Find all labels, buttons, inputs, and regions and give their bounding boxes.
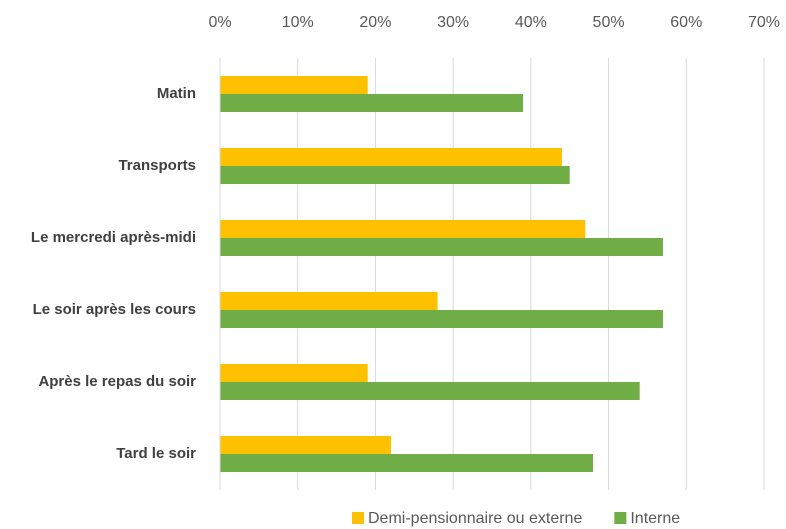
y-tick-label: Transports [118, 157, 196, 174]
x-tick-label: 20% [359, 14, 391, 31]
x-tick-label: 40% [515, 14, 547, 31]
bar [220, 166, 570, 184]
bar [220, 238, 663, 256]
y-tick-label: Le mercredi après-midi [30, 229, 196, 246]
legend-label: Interne [630, 510, 680, 527]
bar [220, 220, 586, 238]
x-tick-label: 50% [593, 14, 625, 31]
bar [220, 148, 562, 166]
x-tick-label: 0% [208, 14, 231, 31]
legend-swatch [614, 512, 627, 524]
legend-label: Demi-pensionnaire ou externe [368, 510, 582, 527]
x-tick-label: 60% [670, 14, 702, 31]
bar [220, 382, 640, 400]
x-tick-label: 10% [282, 14, 314, 31]
bar [220, 364, 368, 382]
bar [220, 310, 663, 328]
y-tick-label: Après le repas du soir [38, 373, 196, 390]
bar [220, 94, 524, 112]
y-tick-label: Matin [156, 85, 196, 102]
legend-swatch [352, 512, 364, 524]
y-tick-label: Tard le soir [116, 445, 196, 462]
y-tick-label: Le soir après les cours [32, 301, 196, 318]
x-tick-label: 30% [437, 14, 469, 31]
bar [220, 454, 594, 472]
x-tick-label: 70% [748, 14, 780, 31]
bar [220, 76, 368, 94]
bar [220, 436, 391, 454]
bar [220, 292, 438, 310]
